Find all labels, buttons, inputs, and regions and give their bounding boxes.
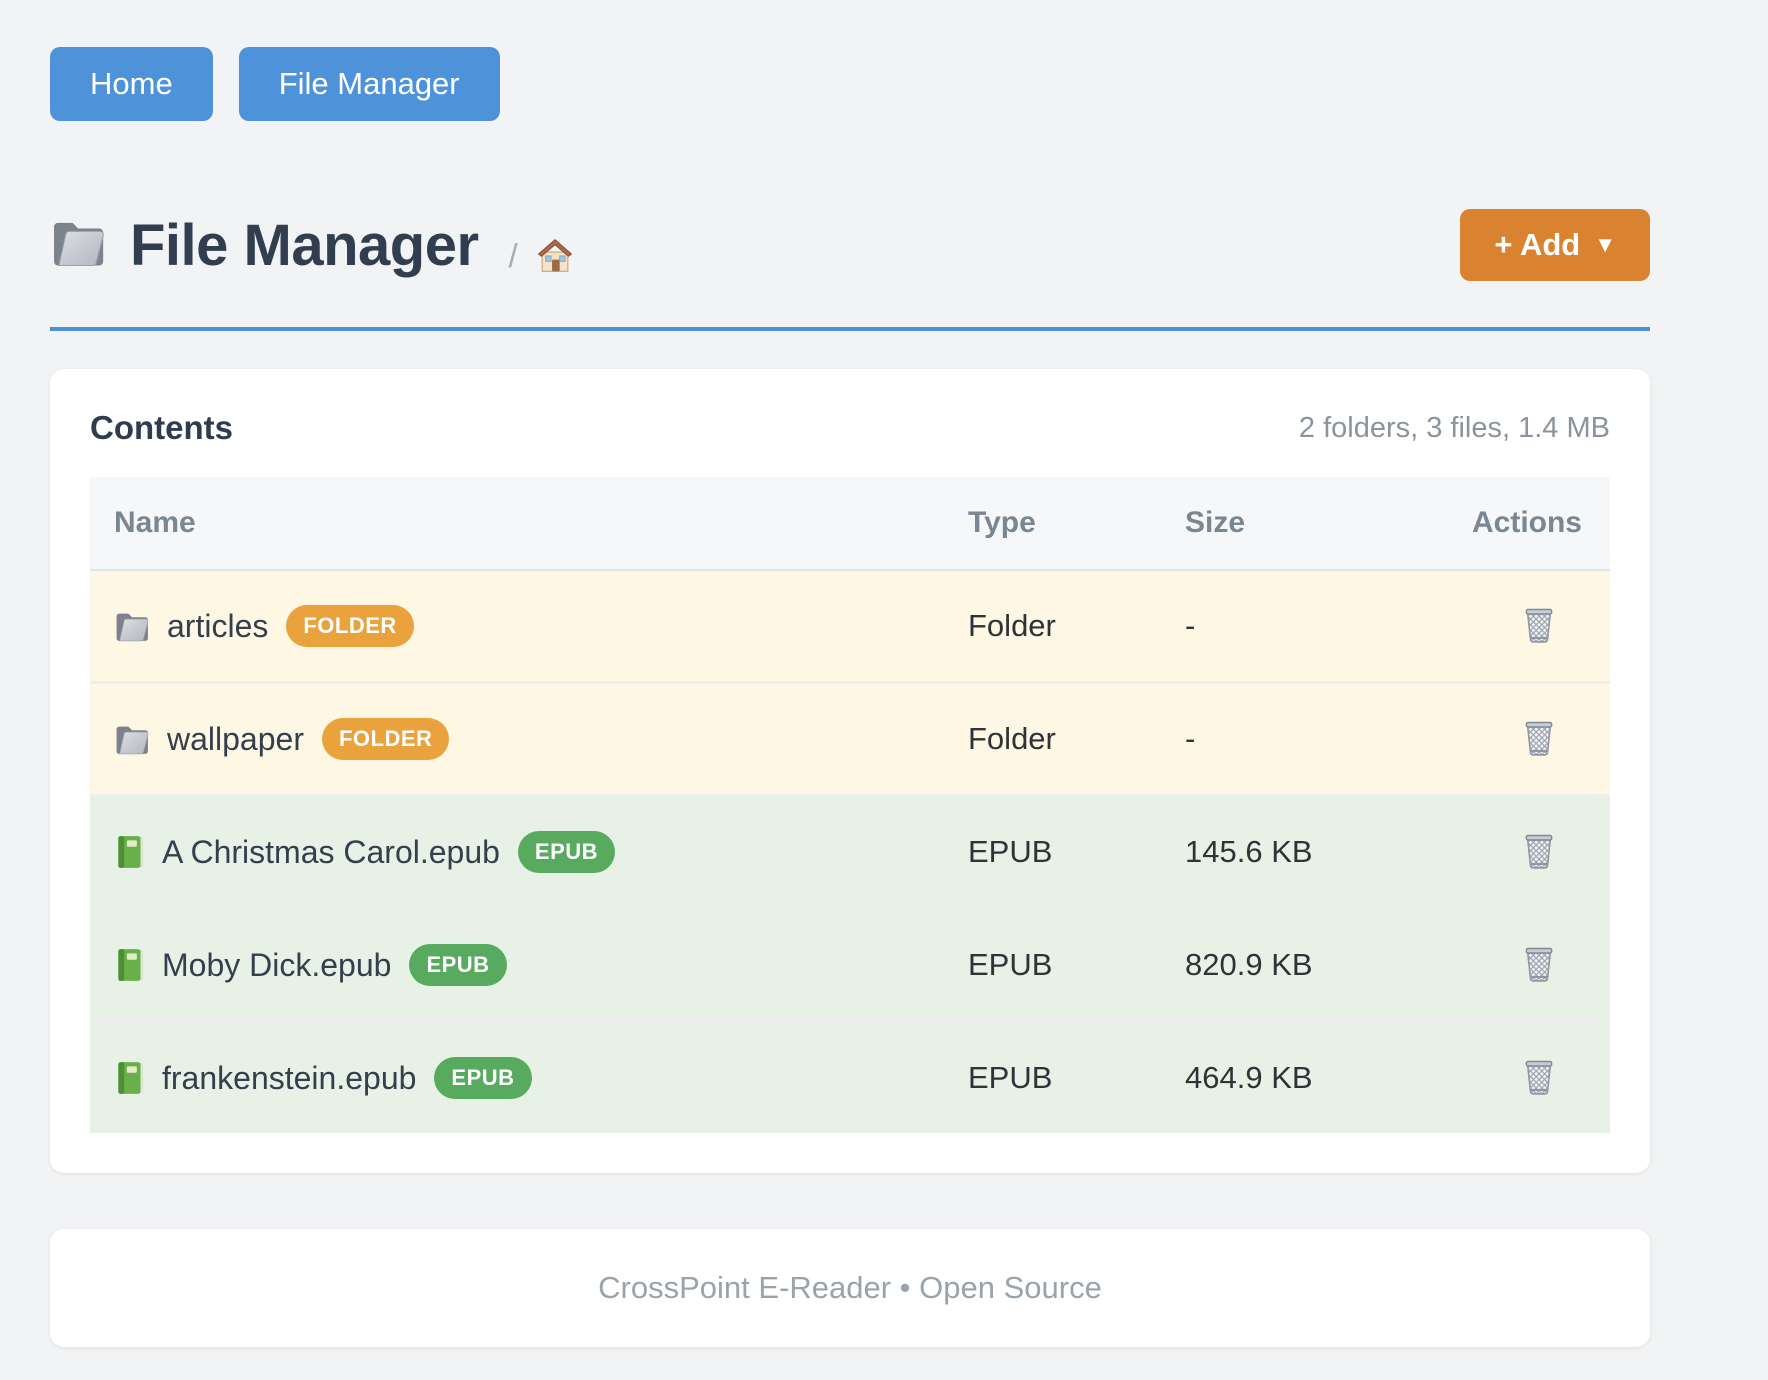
page-title: File Manager: [130, 212, 479, 279]
folder-badge: FOLDER: [322, 718, 449, 760]
add-button-label: + Add: [1494, 227, 1580, 263]
title-group: File Manager /: [50, 212, 576, 279]
contents-card: Contents 2 folders, 3 files, 1.4 MB Name…: [50, 369, 1650, 1173]
accent-divider: [50, 327, 1650, 331]
item-name-link[interactable]: articles: [167, 608, 268, 645]
folder-icon: [114, 609, 151, 644]
type-cell: Folder: [944, 683, 1161, 796]
contents-card-header: Contents 2 folders, 3 files, 1.4 MB: [90, 409, 1610, 447]
column-header-actions: Actions: [1444, 477, 1610, 570]
table-header-row: Name Type Size Actions: [90, 477, 1610, 570]
green-book-icon: [114, 834, 146, 870]
table-row-wallpaper: wallpaper FOLDER Folder -: [90, 683, 1610, 796]
size-cell: -: [1161, 570, 1444, 683]
size-cell: 145.6 KB: [1161, 796, 1444, 909]
size-cell: 464.9 KB: [1161, 1022, 1444, 1134]
trash-icon: [1522, 831, 1556, 872]
item-name-link[interactable]: frankenstein.epub: [162, 1060, 416, 1097]
type-cell: Folder: [944, 570, 1161, 683]
type-cell: EPUB: [944, 796, 1161, 909]
trash-icon: [1522, 605, 1556, 646]
epub-badge: EPUB: [518, 831, 615, 873]
column-header-name: Name: [90, 477, 944, 570]
file-table: Name Type Size Actions: [90, 477, 1610, 1133]
table-row-christmas-carol: A Christmas Carol.epub EPUB EPUB 145.6 K…: [90, 796, 1610, 909]
size-cell: -: [1161, 683, 1444, 796]
column-header-type: Type: [944, 477, 1161, 570]
epub-badge: EPUB: [434, 1057, 531, 1099]
house-icon[interactable]: [534, 235, 576, 275]
home-button[interactable]: Home: [50, 47, 213, 121]
add-button[interactable]: + Add ▼: [1460, 209, 1650, 281]
trash-icon: [1522, 944, 1556, 985]
footer-card: CrossPoint E-Reader • Open Source: [50, 1229, 1650, 1347]
table-row-moby-dick: Moby Dick.epub EPUB EPUB 820.9 KB: [90, 909, 1610, 1022]
delete-button[interactable]: [1518, 601, 1560, 650]
green-book-icon: [114, 1060, 146, 1096]
delete-button[interactable]: [1518, 1053, 1560, 1102]
caret-down-icon: ▼: [1594, 232, 1616, 258]
epub-badge: EPUB: [409, 944, 506, 986]
type-cell: EPUB: [944, 1022, 1161, 1134]
folder-badge: FOLDER: [286, 605, 413, 647]
page: Home File Manager File Manager /: [50, 0, 1650, 1347]
footer-text: CrossPoint E-Reader • Open Source: [598, 1270, 1102, 1306]
table-row-frankenstein: frankenstein.epub EPUB EPUB 464.9 KB: [90, 1022, 1610, 1134]
contents-summary: 2 folders, 3 files, 1.4 MB: [1299, 412, 1610, 445]
page-header: File Manager / + Add ▼: [50, 209, 1650, 281]
delete-button[interactable]: [1518, 940, 1560, 989]
open-folder-icon: [50, 215, 108, 276]
contents-heading: Contents: [90, 409, 233, 447]
item-name-link[interactable]: Moby Dick.epub: [162, 947, 391, 984]
top-nav: Home File Manager: [50, 47, 1650, 121]
column-header-size: Size: [1161, 477, 1444, 570]
type-cell: EPUB: [944, 909, 1161, 1022]
delete-button[interactable]: [1518, 714, 1560, 763]
file-manager-button[interactable]: File Manager: [239, 47, 500, 121]
delete-button[interactable]: [1518, 827, 1560, 876]
table-row-articles: articles FOLDER Folder -: [90, 570, 1610, 683]
size-cell: 820.9 KB: [1161, 909, 1444, 1022]
green-book-icon: [114, 947, 146, 983]
breadcrumb-separator: /: [509, 237, 518, 275]
item-name-link[interactable]: A Christmas Carol.epub: [162, 834, 500, 871]
item-name-link[interactable]: wallpaper: [167, 721, 304, 758]
trash-icon: [1522, 718, 1556, 759]
trash-icon: [1522, 1057, 1556, 1098]
folder-icon: [114, 722, 151, 757]
